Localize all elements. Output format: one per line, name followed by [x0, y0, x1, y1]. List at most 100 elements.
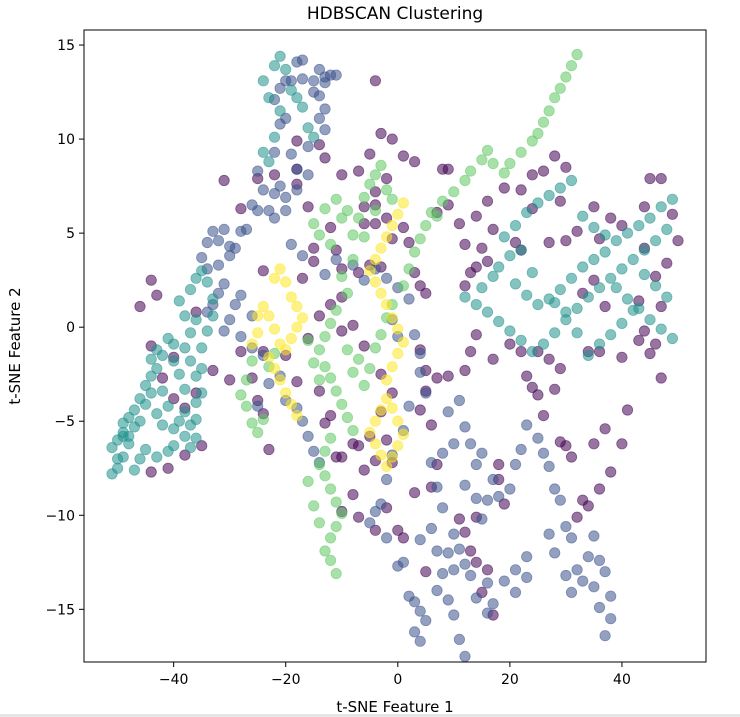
- scatter-point-cluster-0: [481, 564, 494, 576]
- scatter-point-cluster-2: [655, 323, 667, 335]
- scatter-point-cluster-1: [470, 458, 482, 471]
- scatter-point-cluster-2: [201, 276, 213, 288]
- scatter-point-cluster-2: [134, 415, 146, 427]
- scatter-point-cluster-3: [302, 475, 314, 487]
- scatter-point-cluster-3: [436, 195, 449, 207]
- scatter-point-cluster-0: [649, 338, 662, 350]
- scatter-point-cluster-0: [235, 203, 247, 215]
- scatter-point-cluster-1: [448, 528, 460, 540]
- scatter-point-cluster-0: [543, 353, 555, 365]
- scatter-point-cluster-3: [543, 105, 555, 117]
- scatter-point-cluster-2: [173, 368, 185, 380]
- scatter-point-cluster-2: [140, 379, 152, 392]
- scatter-point-cluster-1: [308, 75, 320, 87]
- scatter-point-cluster-3: [549, 92, 561, 104]
- scatter-point-cluster-0: [218, 174, 230, 187]
- scatter-point-cluster-0: [369, 218, 381, 230]
- scatter-point-cluster-1: [414, 534, 426, 546]
- scatter-point-cluster-2: [280, 63, 292, 76]
- scatter-point-cluster-3: [341, 411, 353, 424]
- scatter-point-cluster-2: [257, 75, 269, 87]
- scatter-point-cluster-0: [420, 287, 432, 299]
- scatter-point-cluster-3: [313, 458, 325, 471]
- scatter-point-cluster-1: [593, 601, 606, 614]
- scatter-point-cluster-1: [543, 460, 555, 472]
- scatter-point-cluster-2: [196, 265, 208, 277]
- scatter-point-cluster-2: [649, 235, 662, 247]
- scatter-point-cluster-1: [274, 118, 286, 130]
- scatter-point-cluster-0: [324, 221, 337, 234]
- scatter-point-cluster-1: [235, 330, 247, 343]
- scatter-point-cluster-1: [498, 575, 510, 587]
- scatter-point-cluster-2: [521, 206, 533, 219]
- scatter-point-cluster-3: [330, 304, 342, 316]
- scatter-point-cluster-2: [644, 314, 656, 326]
- scatter-point-cluster-0: [582, 500, 594, 512]
- scatter-point-cluster-0: [537, 409, 550, 422]
- scatter-point-cluster-2: [190, 272, 202, 284]
- scatter-point-cluster-3: [324, 238, 337, 250]
- scatter-point-cluster-3: [364, 362, 376, 375]
- scatter-point-cluster-2: [549, 327, 561, 339]
- scatter-point-cluster-0: [414, 280, 426, 292]
- scatter-point-cluster-0: [588, 201, 600, 213]
- scatter-point-cluster-3: [313, 517, 325, 529]
- scatter-point-cluster-3: [341, 344, 353, 356]
- y-tick-label: 10: [57, 132, 75, 148]
- scatter-point-cluster-2: [145, 353, 157, 365]
- scatter-point-cluster-2: [649, 280, 662, 292]
- scatter-point-cluster-2: [588, 253, 600, 266]
- scatter-point-cluster-0: [336, 169, 348, 181]
- scatter-point-cluster-1: [560, 520, 572, 533]
- scatter-point-cluster-1: [588, 530, 600, 542]
- scatter-point-cluster-1: [442, 594, 454, 606]
- scatter-point-cluster-0: [498, 498, 510, 510]
- scatter-point-cluster-2: [123, 411, 135, 424]
- scatter-point-cluster-2: [599, 246, 611, 258]
- scatter-point-cluster-3: [369, 205, 381, 217]
- scatter-point-cluster-3: [352, 212, 365, 224]
- scatter-point-cluster-1: [582, 551, 594, 563]
- scatter-point-cluster-0: [380, 434, 393, 446]
- scatter-point-cluster-1: [588, 581, 600, 593]
- scatter-point-cluster-3: [380, 184, 393, 196]
- scatter-point-cluster-0: [397, 150, 409, 162]
- scatter-point-cluster-2: [151, 451, 163, 463]
- scatter-point-cluster-2: [128, 464, 140, 476]
- scatter-point-cluster-3: [464, 165, 477, 177]
- scatter-point-cluster-2: [184, 327, 197, 339]
- scatter-point-cluster-0: [655, 173, 667, 185]
- scatter-point-cluster-0: [638, 201, 651, 213]
- scatter-point-cluster-1: [560, 569, 572, 582]
- scatter-point-cluster-1: [364, 517, 376, 529]
- scatter-point-cluster-2: [179, 310, 191, 322]
- scatter-point-cluster-1: [554, 494, 566, 506]
- scatter-point-cluster-2: [621, 227, 634, 239]
- scatter-point-cluster-3: [319, 361, 331, 373]
- scatter-point-cluster-0: [666, 208, 679, 220]
- scatter-point-cluster-1: [504, 483, 516, 495]
- scatter-point-cluster-0: [616, 220, 628, 232]
- scatter-point-cluster-1: [481, 494, 494, 506]
- scatter-point-cluster-3: [403, 263, 415, 275]
- scatter-point-cluster-2: [117, 430, 129, 442]
- scatter-point-cluster-0: [442, 370, 454, 382]
- scatter-point-cluster-4: [252, 327, 264, 339]
- scatter-point-cluster-0: [392, 524, 404, 536]
- scatter-point-cluster-2: [190, 314, 202, 326]
- scatter-point-cluster-1: [296, 54, 309, 66]
- scatter-point-cluster-0: [543, 236, 555, 249]
- scatter-point-cluster-3: [257, 413, 269, 425]
- scatter-point-cluster-1: [235, 225, 247, 237]
- scatter-point-cluster-0: [347, 319, 359, 331]
- scatter-point-cluster-0: [302, 201, 314, 213]
- scatter-point-cluster-1: [521, 551, 533, 563]
- scatter-point-cluster-0: [605, 212, 617, 224]
- scatter-point-cluster-1: [459, 421, 471, 433]
- scatter-point-cluster-4: [291, 300, 303, 313]
- scatter-point-cluster-0: [380, 212, 393, 224]
- scatter-point-cluster-1: [481, 607, 494, 619]
- scatter-point-cluster-4: [397, 336, 409, 348]
- scatter-point-cluster-4: [246, 338, 258, 350]
